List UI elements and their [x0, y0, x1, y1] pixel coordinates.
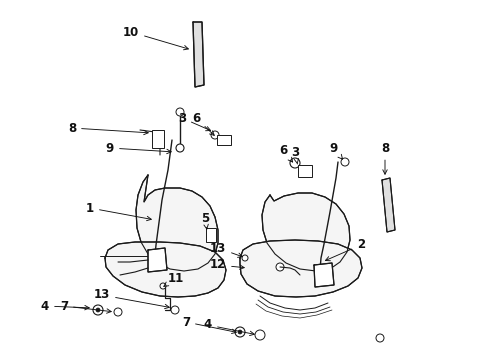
Text: 13: 13	[209, 242, 242, 257]
Circle shape	[375, 334, 383, 342]
Polygon shape	[193, 22, 203, 87]
Polygon shape	[313, 263, 333, 287]
Text: 10: 10	[122, 26, 188, 50]
Circle shape	[171, 306, 179, 314]
Circle shape	[176, 108, 183, 116]
Circle shape	[160, 283, 165, 289]
Text: 5: 5	[201, 211, 209, 229]
Circle shape	[210, 131, 219, 139]
Circle shape	[176, 144, 183, 152]
Bar	[297, 165, 311, 177]
Circle shape	[235, 327, 244, 337]
Text: 7: 7	[182, 315, 236, 333]
Text: 13: 13	[94, 288, 169, 309]
Bar	[217, 135, 230, 145]
Text: 9: 9	[106, 141, 171, 154]
Circle shape	[289, 158, 299, 168]
Circle shape	[242, 255, 247, 261]
Text: 4: 4	[203, 319, 254, 336]
Text: 8: 8	[380, 141, 388, 174]
Polygon shape	[262, 193, 349, 271]
Text: 9: 9	[328, 141, 342, 159]
Text: 1: 1	[86, 202, 151, 221]
Text: 2: 2	[325, 238, 365, 261]
Text: 6: 6	[278, 144, 292, 162]
Circle shape	[93, 305, 103, 315]
Polygon shape	[136, 175, 218, 271]
Text: 3: 3	[178, 112, 210, 131]
Text: 3: 3	[290, 145, 299, 164]
Text: 4: 4	[41, 300, 89, 312]
Text: 12: 12	[209, 258, 244, 271]
Text: 8: 8	[68, 122, 148, 135]
Polygon shape	[381, 178, 394, 232]
Polygon shape	[148, 248, 167, 272]
Text: 7: 7	[60, 300, 111, 313]
Circle shape	[96, 308, 100, 312]
Polygon shape	[240, 240, 361, 297]
Polygon shape	[105, 242, 225, 297]
Text: 6: 6	[191, 112, 214, 135]
Circle shape	[238, 330, 242, 334]
Bar	[152, 130, 163, 148]
Circle shape	[275, 263, 284, 271]
Text: 11: 11	[163, 271, 184, 287]
Circle shape	[114, 308, 122, 316]
Circle shape	[340, 158, 348, 166]
Bar	[205, 228, 216, 242]
Circle shape	[254, 330, 264, 340]
